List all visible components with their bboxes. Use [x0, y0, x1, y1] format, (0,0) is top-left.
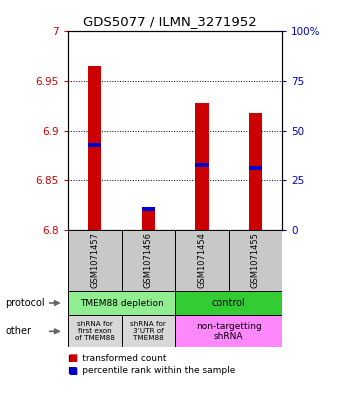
Bar: [249, 166, 262, 170]
Bar: [88, 143, 101, 147]
Text: GDS5077 / ILMN_3271952: GDS5077 / ILMN_3271952: [83, 15, 257, 28]
Text: non-targetting
shRNA: non-targetting shRNA: [196, 321, 261, 341]
Bar: [175, 315, 282, 347]
Bar: [175, 230, 229, 291]
Bar: [122, 315, 175, 347]
Text: other: other: [5, 326, 31, 336]
Text: shRNA for
first exon
of TMEM88: shRNA for first exon of TMEM88: [75, 321, 115, 341]
Text: GSM1071454: GSM1071454: [198, 232, 206, 288]
Text: GSM1071457: GSM1071457: [90, 232, 99, 288]
Bar: [142, 207, 155, 211]
Bar: [249, 113, 262, 230]
Text: ■  transformed count: ■ transformed count: [68, 354, 167, 362]
Text: control: control: [212, 298, 245, 308]
Bar: [229, 230, 282, 291]
Bar: [68, 230, 122, 291]
Text: GSM1071456: GSM1071456: [144, 232, 153, 288]
Text: ■: ■: [68, 366, 77, 376]
Bar: [142, 208, 155, 230]
Text: shRNA for
3’UTR of
TMEM88: shRNA for 3’UTR of TMEM88: [130, 321, 166, 341]
Text: ■  percentile rank within the sample: ■ percentile rank within the sample: [68, 367, 235, 375]
Text: GSM1071455: GSM1071455: [251, 232, 260, 288]
Bar: [195, 163, 208, 167]
Bar: [195, 103, 208, 230]
Bar: [175, 291, 282, 315]
Bar: [88, 66, 101, 230]
Bar: [68, 291, 175, 315]
Text: ■: ■: [68, 353, 77, 363]
Bar: [122, 230, 175, 291]
Bar: [68, 315, 122, 347]
Text: TMEM88 depletion: TMEM88 depletion: [80, 299, 164, 307]
Text: protocol: protocol: [5, 298, 45, 308]
